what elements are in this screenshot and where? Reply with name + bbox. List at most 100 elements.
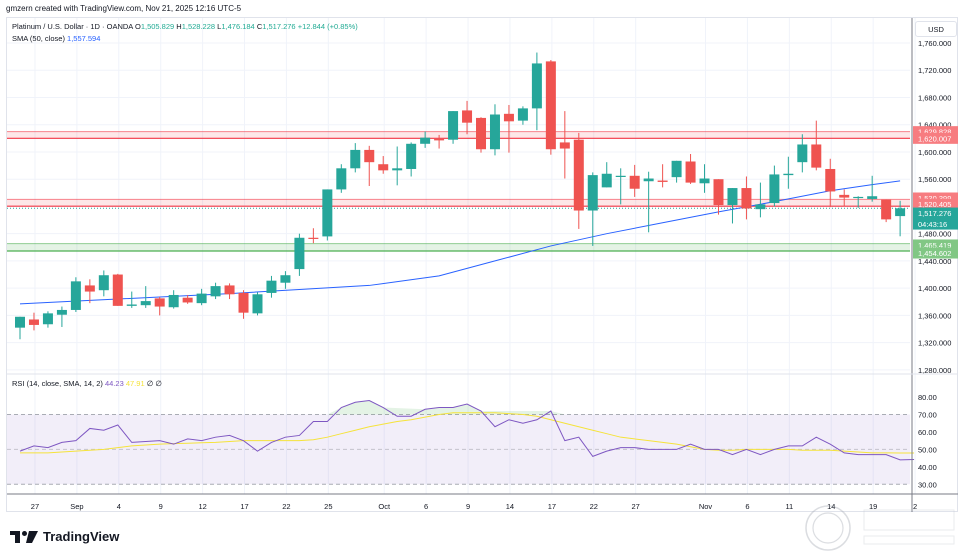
price-legend: Platinum / U.S. Dollar · 1D · OANDA O 1,5… bbox=[12, 21, 358, 45]
candle-bearish bbox=[84, 279, 95, 304]
candle-body bbox=[280, 275, 291, 283]
candle-body bbox=[378, 164, 389, 171]
candle-bearish bbox=[741, 176, 752, 220]
candle-body bbox=[601, 173, 612, 188]
candle-body bbox=[350, 149, 361, 169]
candle-body bbox=[727, 188, 738, 206]
time-tick-label: Sep bbox=[70, 502, 83, 511]
close-value: 1,517.276 bbox=[262, 22, 296, 31]
time-tick-label: 17 bbox=[240, 502, 248, 511]
candle-bullish bbox=[266, 275, 277, 298]
rsi-tick-label: 50.00 bbox=[918, 445, 937, 454]
candle-bullish bbox=[615, 168, 626, 205]
candle-body bbox=[98, 275, 109, 291]
time-tick-label: 22 bbox=[590, 502, 598, 511]
candle-body bbox=[699, 178, 710, 184]
candle-bullish bbox=[126, 291, 137, 308]
candle-body bbox=[671, 160, 682, 178]
countdown-label: 04:43:16 bbox=[918, 220, 947, 229]
candles-layer bbox=[15, 52, 906, 340]
time-tick-label: 22 bbox=[282, 502, 290, 511]
candle-bearish bbox=[434, 134, 445, 149]
candle-body bbox=[643, 178, 654, 182]
price-tick-label: 1,680.000 bbox=[918, 93, 951, 102]
price-tick-label: 1,720.000 bbox=[918, 66, 951, 75]
candle-body bbox=[853, 196, 864, 199]
sma-50-line bbox=[19, 180, 901, 305]
candle-bullish bbox=[601, 162, 612, 188]
resistance-2-tag bbox=[913, 132, 958, 144]
price-tick-label: 1,480.000 bbox=[918, 230, 951, 239]
candle-bearish bbox=[881, 199, 892, 223]
resistance-3-label: 1,530.399 bbox=[918, 194, 951, 203]
time-tick-label: 12 bbox=[198, 502, 206, 511]
candle-body bbox=[238, 292, 249, 313]
candle-body bbox=[462, 110, 473, 123]
price-tick-label: 1,440.000 bbox=[918, 257, 951, 266]
candle-body bbox=[266, 280, 277, 293]
candle-body bbox=[587, 175, 598, 211]
candle-bullish bbox=[322, 189, 333, 241]
rsi-pane bbox=[7, 400, 915, 485]
change-value: +12.844 (+0.85%) bbox=[297, 22, 358, 31]
time-tick-label: 6 bbox=[424, 502, 428, 511]
open-label: O bbox=[134, 22, 141, 31]
time-tick-label: 14 bbox=[827, 502, 835, 511]
candle-bullish bbox=[727, 188, 738, 224]
candle-bullish bbox=[755, 182, 766, 218]
resistance-4-label: 1,520.405 bbox=[918, 200, 951, 209]
candle-body bbox=[168, 294, 179, 308]
candle-body bbox=[769, 174, 780, 204]
support-zone-fill bbox=[7, 243, 910, 251]
candle-body bbox=[196, 293, 207, 304]
sma-value: 1,557.594 bbox=[67, 34, 101, 43]
candle-bullish bbox=[489, 104, 500, 156]
candle-bullish bbox=[392, 146, 403, 186]
price-tick-label: 1,280.000 bbox=[918, 366, 951, 375]
candle-bullish bbox=[294, 233, 305, 276]
candle-bearish bbox=[545, 60, 556, 155]
candle-bullish bbox=[895, 200, 906, 237]
high-label: H bbox=[176, 22, 182, 31]
candle-body bbox=[434, 139, 445, 141]
candle-body bbox=[839, 194, 850, 198]
currency-button[interactable]: USD bbox=[915, 21, 957, 37]
candle-bullish bbox=[671, 160, 682, 183]
candle-bearish bbox=[154, 297, 165, 316]
candle-body bbox=[140, 301, 151, 306]
candle-body bbox=[503, 113, 514, 122]
candle-body bbox=[517, 108, 528, 121]
candle-bearish bbox=[839, 189, 850, 207]
rsi-value: 44.23 bbox=[104, 379, 124, 388]
horizontal-levels bbox=[7, 131, 910, 252]
tradingview-logo: TradingView bbox=[10, 529, 119, 544]
price-tick-label: 1,640.000 bbox=[918, 121, 951, 130]
candle-bullish bbox=[797, 134, 808, 173]
candle-body bbox=[797, 144, 808, 163]
rsi-label[interactable]: RSI (14, close, SMA, 14, 2) bbox=[12, 379, 103, 388]
candle-bullish bbox=[140, 286, 151, 308]
sma-label[interactable]: SMA (50, close) bbox=[12, 34, 65, 43]
time-tick-label: 9 bbox=[466, 502, 470, 511]
candle-body bbox=[545, 61, 556, 150]
candle-bullish bbox=[70, 277, 81, 312]
candle-bullish bbox=[867, 175, 878, 202]
symbol-title[interactable]: Platinum / U.S. Dollar · 1D · OANDA bbox=[12, 22, 133, 31]
candle-body bbox=[84, 285, 95, 292]
candle-body bbox=[811, 144, 822, 168]
resistance-1-tag bbox=[913, 126, 958, 138]
price-tick-label: 1,400.000 bbox=[918, 284, 951, 293]
candle-body bbox=[70, 281, 81, 310]
candle-bullish bbox=[769, 165, 780, 207]
candle-bullish bbox=[406, 142, 417, 177]
candle-bullish bbox=[15, 316, 25, 340]
time-tick-label: Oct bbox=[378, 502, 391, 511]
candle-bullish bbox=[699, 164, 710, 193]
candle-body bbox=[825, 168, 836, 192]
candle-bearish bbox=[378, 156, 389, 174]
candle-body bbox=[448, 111, 459, 140]
support-1-label: 1,465.419 bbox=[918, 241, 951, 250]
candle-bullish bbox=[98, 270, 109, 297]
candle-body bbox=[15, 316, 25, 328]
